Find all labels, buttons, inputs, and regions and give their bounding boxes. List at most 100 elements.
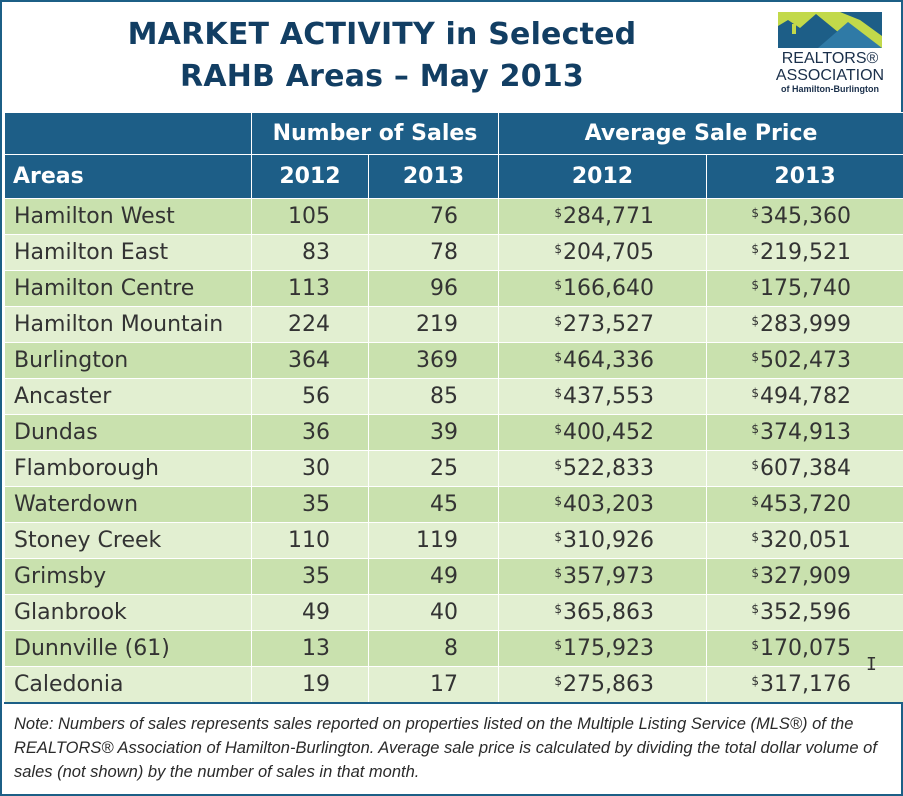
- cell-area: Glanbrook: [4, 594, 252, 631]
- cell-price-2013: $317,176: [705, 666, 903, 703]
- cell-area-value: Burlington: [14, 348, 129, 373]
- cell-sales-2013: 25: [368, 450, 499, 487]
- cell-price-2012-value: 275,863: [563, 672, 654, 697]
- cell-price-2012: $400,452: [498, 414, 707, 451]
- cell-sales-2012-value: 364: [288, 348, 330, 373]
- currency-symbol: $: [751, 206, 760, 220]
- cell-price-2013-value: 345,360: [760, 204, 852, 229]
- cell-sales-2013: 96: [368, 270, 499, 307]
- table-row: Flamborough 30 25 $522,833 $607,384: [4, 450, 903, 487]
- cell-price-2013-value: 327,909: [760, 564, 852, 589]
- table-row: Burlington 364 369 $464,336 $502,473: [4, 342, 903, 379]
- cell-price-2012-value: 175,923: [563, 636, 654, 661]
- cell-sales-2012: 110: [251, 522, 369, 559]
- cell-sales-2012: 224: [251, 306, 369, 343]
- cell-sales-2012: 364: [251, 342, 369, 379]
- cell-sales-2012: 19: [251, 666, 369, 703]
- cell-sales-2012: 35: [251, 486, 369, 523]
- cell-price-2012-value: 166,640: [563, 276, 654, 301]
- cell-price-2013: $453,720: [705, 486, 903, 523]
- cell-sales-2013: 78: [368, 234, 499, 271]
- currency-symbol: $: [554, 674, 563, 688]
- cell-price-2013-value: 453,720: [760, 492, 852, 517]
- cell-area: Hamilton West: [4, 198, 252, 235]
- cell-area: Dundas: [4, 414, 252, 451]
- cell-area-value: Flamborough: [14, 456, 159, 481]
- logo-text: REALTORS® ASSOCIATION of Hamilton-Burlin…: [768, 50, 892, 95]
- currency-symbol: $: [751, 530, 760, 544]
- cell-price-2012-value: 310,926: [563, 528, 654, 553]
- cell-sales-2013-value: 96: [430, 276, 458, 301]
- cell-price-2013: $320,051: [705, 522, 903, 559]
- cell-sales-2013-value: 119: [416, 528, 458, 553]
- currency-symbol: $: [554, 530, 563, 544]
- cell-sales-2013-value: 78: [430, 240, 458, 265]
- cell-price-2012: $357,973: [498, 558, 707, 595]
- cell-area: Hamilton Mountain: [4, 306, 252, 343]
- cell-sales-2013-value: 76: [430, 204, 458, 229]
- cell-sales-2012-value: 49: [302, 600, 330, 625]
- cell-sales-2012-value: 35: [302, 564, 330, 589]
- cell-area-value: Dunnville (61): [14, 636, 170, 661]
- cell-price-2012: $204,705: [498, 234, 707, 271]
- cell-area: Burlington: [4, 342, 252, 379]
- cell-price-2012: $166,640: [498, 270, 707, 307]
- currency-symbol: $: [554, 422, 563, 436]
- cell-sales-2012-value: 30: [302, 456, 330, 481]
- cell-price-2013: $502,473: [705, 342, 903, 379]
- cell-sales-2013: 40: [368, 594, 499, 631]
- currency-symbol: $: [554, 278, 563, 292]
- cell-sales-2012-value: 110: [288, 528, 330, 553]
- cell-price-2012: $275,863: [498, 666, 707, 703]
- cell-sales-2012-value: 19: [302, 672, 330, 697]
- cell-price-2013-value: 320,051: [760, 528, 852, 553]
- currency-symbol: $: [554, 242, 563, 256]
- cell-sales-2013-value: 17: [430, 672, 458, 697]
- cell-price-2013: $170,075: [705, 630, 903, 667]
- table-row: Hamilton Mountain 224 219 $273,527 $283,999: [4, 306, 903, 343]
- table-row: Hamilton East 83 78 $204,705 $219,521: [4, 234, 903, 271]
- table-row: Ancaster 56 85 $437,553 $494,782: [4, 378, 903, 415]
- currency-symbol: $: [751, 350, 760, 364]
- cell-sales-2013-value: 40: [430, 600, 458, 625]
- cell-price-2012: $464,336: [498, 342, 707, 379]
- cell-sales-2013: 76: [368, 198, 499, 235]
- cell-sales-2012: 113: [251, 270, 369, 307]
- cell-sales-2012: 83: [251, 234, 369, 271]
- cell-area-value: Hamilton West: [14, 204, 175, 229]
- cell-sales-2013: 85: [368, 378, 499, 415]
- cell-price-2013: $374,913: [705, 414, 903, 451]
- cell-price-2013-value: 374,913: [760, 420, 852, 445]
- text-cursor-icon: I: [866, 654, 877, 675]
- currency-symbol: $: [554, 566, 563, 580]
- cell-area-value: Caledonia: [14, 672, 124, 697]
- column-header-price-2013: 2013: [705, 154, 903, 199]
- currency-symbol: $: [554, 638, 563, 652]
- cell-area-value: Waterdown: [14, 492, 139, 517]
- cell-price-2012-value: 400,452: [563, 420, 654, 445]
- table-row: Caledonia 19 17 $275,863 $317,176: [4, 666, 903, 703]
- logo-line-association: ASSOCIATION: [775, 67, 885, 84]
- cell-price-2012: $365,863: [498, 594, 707, 631]
- cell-price-2012: $284,771: [498, 198, 707, 235]
- column-header-price-2012: 2012: [498, 154, 707, 199]
- cell-sales-2012: 13: [251, 630, 369, 667]
- cell-area-value: Ancaster: [14, 384, 112, 409]
- cell-price-2012: $273,527: [498, 306, 707, 343]
- cell-area: Dunnville (61): [4, 630, 252, 667]
- cell-price-2012: $403,203: [498, 486, 707, 523]
- table-row: Dunnville (61) 13 8 $175,923 $170,075: [4, 630, 903, 667]
- cell-price-2012-value: 403,203: [563, 492, 654, 517]
- currency-symbol: $: [554, 206, 563, 220]
- table-row: Hamilton Centre 113 96 $166,640 $175,740: [4, 270, 903, 307]
- table-row: Dundas 36 39 $400,452 $374,913: [4, 414, 903, 451]
- cell-sales-2013: 17: [368, 666, 499, 703]
- cell-area-value: Grimsby: [14, 564, 107, 589]
- cell-price-2013-value: 502,473: [760, 348, 852, 373]
- note-divider: [4, 702, 903, 704]
- realtors-association-logo: REALTORS® ASSOCIATION of Hamilton-Burlin…: [768, 12, 892, 102]
- currency-symbol: $: [554, 386, 563, 400]
- cell-price-2013: $494,782: [705, 378, 903, 415]
- cell-price-2013: $283,999: [705, 306, 903, 343]
- cell-area-value: Glanbrook: [14, 600, 127, 625]
